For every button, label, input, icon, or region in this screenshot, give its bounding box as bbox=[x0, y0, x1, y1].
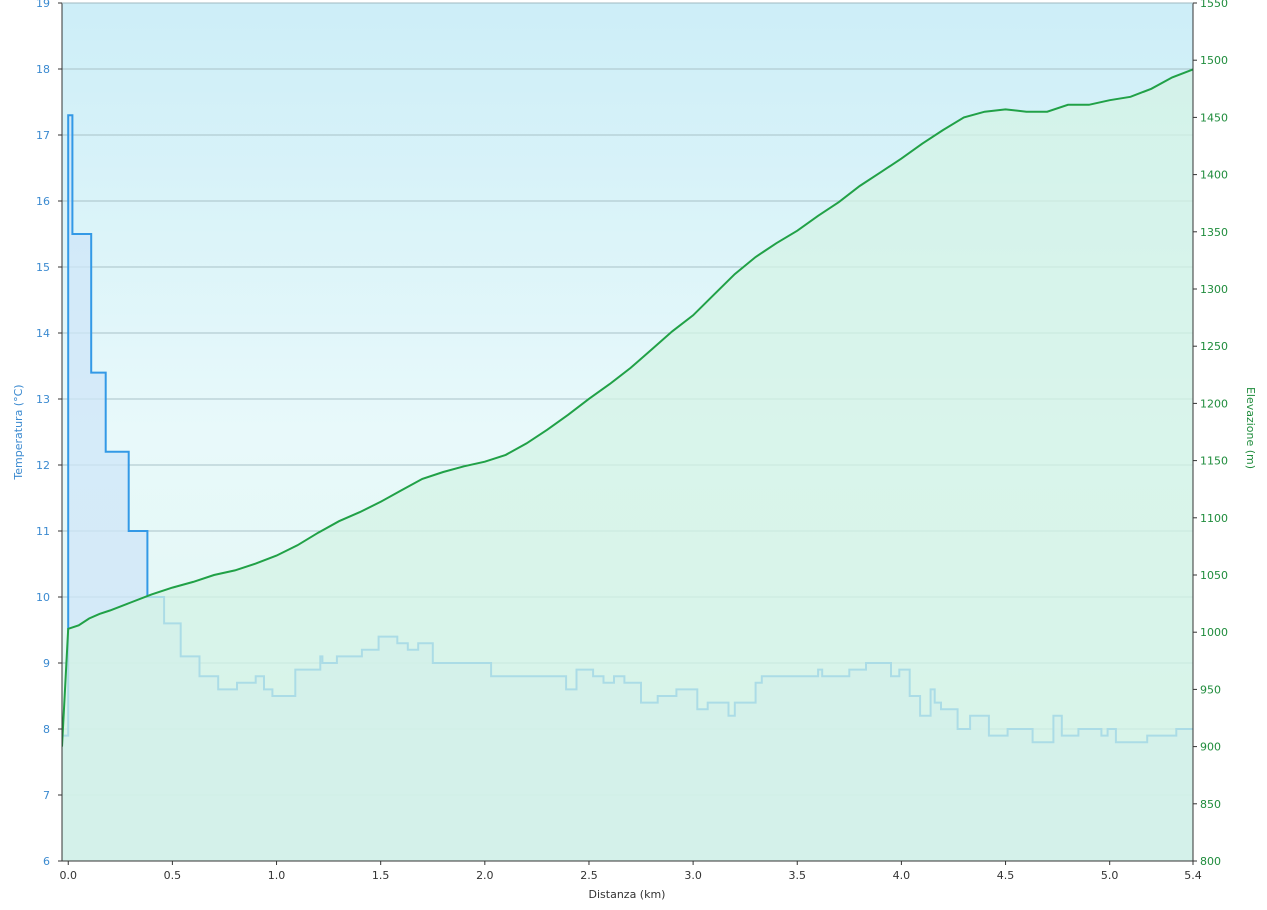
y-right-tick-label: 1450 bbox=[1200, 111, 1228, 124]
y-left-tick-label: 9 bbox=[43, 657, 50, 670]
y-right-tick-label: 1350 bbox=[1200, 226, 1228, 239]
y-right-tick-label: 1500 bbox=[1200, 54, 1228, 67]
x-tick-label: 3.5 bbox=[789, 869, 807, 882]
y-right-tick-label: 800 bbox=[1200, 855, 1221, 868]
x-tick-label: 2.5 bbox=[580, 869, 598, 882]
y-right-tick-label: 900 bbox=[1200, 741, 1221, 754]
x-tick-label: 0.0 bbox=[59, 869, 77, 882]
y-left-tick-label: 8 bbox=[43, 723, 50, 736]
y-left-tick-label: 13 bbox=[36, 393, 50, 406]
y-axis-left-title: Temperatura (°C) bbox=[12, 384, 25, 480]
elevazione-area bbox=[62, 69, 1193, 861]
series-layer bbox=[62, 68, 1193, 861]
y-right-tick-label: 1000 bbox=[1200, 626, 1228, 639]
x-tick-label: 5.0 bbox=[1101, 869, 1119, 882]
x-tick-label: 5.4 bbox=[1184, 869, 1202, 882]
x-axis-title: Distanza (km) bbox=[589, 888, 666, 901]
y-left-tick-label: 19 bbox=[36, 0, 50, 10]
y-right-tick-label: 1150 bbox=[1200, 455, 1228, 468]
y-axis-right-title: Elevazione (m) bbox=[1244, 387, 1257, 469]
x-tick-label: 0.5 bbox=[164, 869, 182, 882]
y-left-tick-label: 16 bbox=[36, 195, 50, 208]
y-right-tick-label: 1300 bbox=[1200, 283, 1228, 296]
y-left-tick-label: 15 bbox=[36, 261, 50, 274]
y-right-tick-label: 1400 bbox=[1200, 169, 1228, 182]
y-right-tick-label: 1550 bbox=[1200, 0, 1228, 10]
y-left-tick-label: 14 bbox=[36, 327, 50, 340]
y-right-tick-label: 1050 bbox=[1200, 569, 1228, 582]
y-left-tick-label: 6 bbox=[43, 855, 50, 868]
y-left-tick-label: 18 bbox=[36, 63, 50, 76]
x-tick-label: 3.0 bbox=[684, 869, 702, 882]
axes bbox=[58, 2, 1197, 865]
x-tick-label: 4.0 bbox=[893, 869, 911, 882]
y-right-tick-label: 950 bbox=[1200, 683, 1221, 696]
x-tick-label: 1.5 bbox=[372, 869, 390, 882]
y-left-tick-label: 17 bbox=[36, 129, 50, 142]
tick-labels: 6 7 8 9 10 11 12 13 14 15 16 17 18 19 800 850 900 950 1000… bbox=[36, 0, 1228, 882]
elevazione-line bbox=[62, 68, 1193, 747]
y-right-tick-label: 1250 bbox=[1200, 340, 1228, 353]
x-tick-label: 4.5 bbox=[997, 869, 1015, 882]
y-left-tick-label: 7 bbox=[43, 789, 50, 802]
y-left-tick-label: 12 bbox=[36, 459, 50, 472]
y-right-tick-label: 1100 bbox=[1200, 512, 1228, 525]
x-tick-label: 2.0 bbox=[476, 869, 494, 882]
y-left-tick-label: 10 bbox=[36, 591, 50, 604]
x-tick-label: 1.0 bbox=[268, 869, 286, 882]
y-right-tick-label: 1200 bbox=[1200, 397, 1228, 410]
y-left-tick-label: 11 bbox=[36, 525, 50, 538]
y-right-tick-label: 850 bbox=[1200, 798, 1221, 811]
